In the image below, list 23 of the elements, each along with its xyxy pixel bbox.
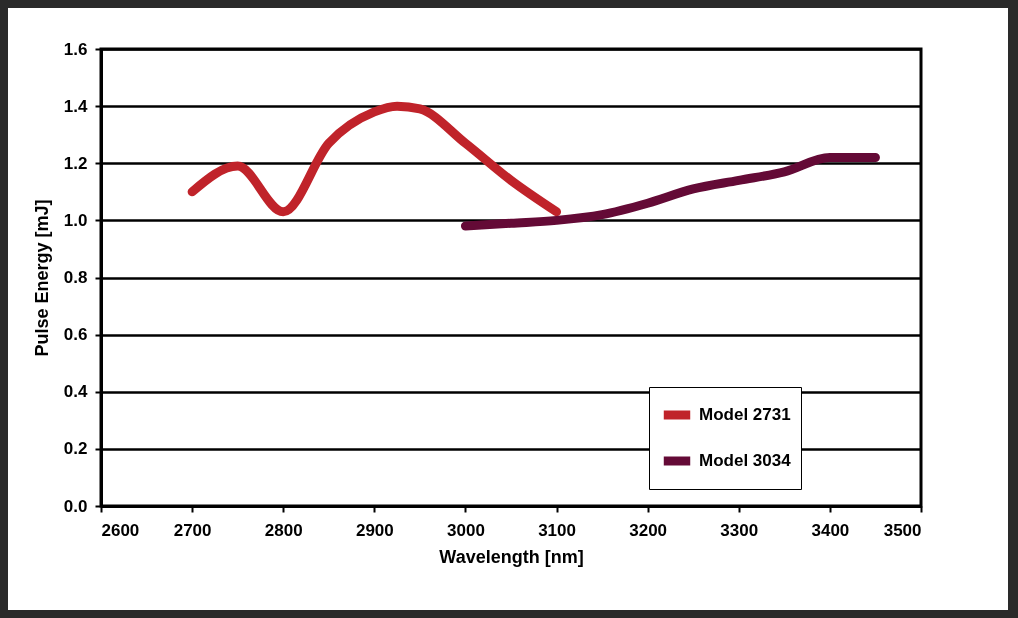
x-tick-label: 3100: [538, 520, 576, 540]
x-tick-label: 2900: [355, 520, 394, 540]
x-tick-label: 2700: [173, 520, 212, 540]
x-tick-label: 3400: [811, 520, 850, 540]
y-tick-label: 1.6: [63, 39, 88, 59]
x-tick-label: 3300: [720, 520, 759, 540]
legend-label: Model 2731: [699, 405, 791, 424]
y-tick-label: 0.6: [63, 325, 88, 345]
x-tick-label: 3200: [629, 520, 668, 540]
y-tick-label: 1.2: [63, 153, 88, 173]
y-tick-label: 1.0: [63, 210, 88, 230]
y-tick-label: 0.2: [63, 439, 88, 459]
x-axis-title: Wavelength [nm]: [439, 546, 584, 567]
y-tick-label: 0.0: [63, 496, 88, 516]
y-tick-label: 0.4: [63, 382, 89, 402]
y-tick-label: 1.4: [63, 96, 89, 116]
x-tick-label: 2600: [101, 520, 140, 540]
legend-label: Model 3034: [699, 451, 792, 470]
y-axis-title: Pulse Energy [mJ]: [31, 199, 52, 357]
x-tick-label: 3000: [447, 520, 485, 540]
x-tick-label: 3500: [883, 520, 922, 540]
y-tick-label: 0.8: [63, 268, 88, 287]
x-tick-label: 2800: [264, 520, 303, 540]
